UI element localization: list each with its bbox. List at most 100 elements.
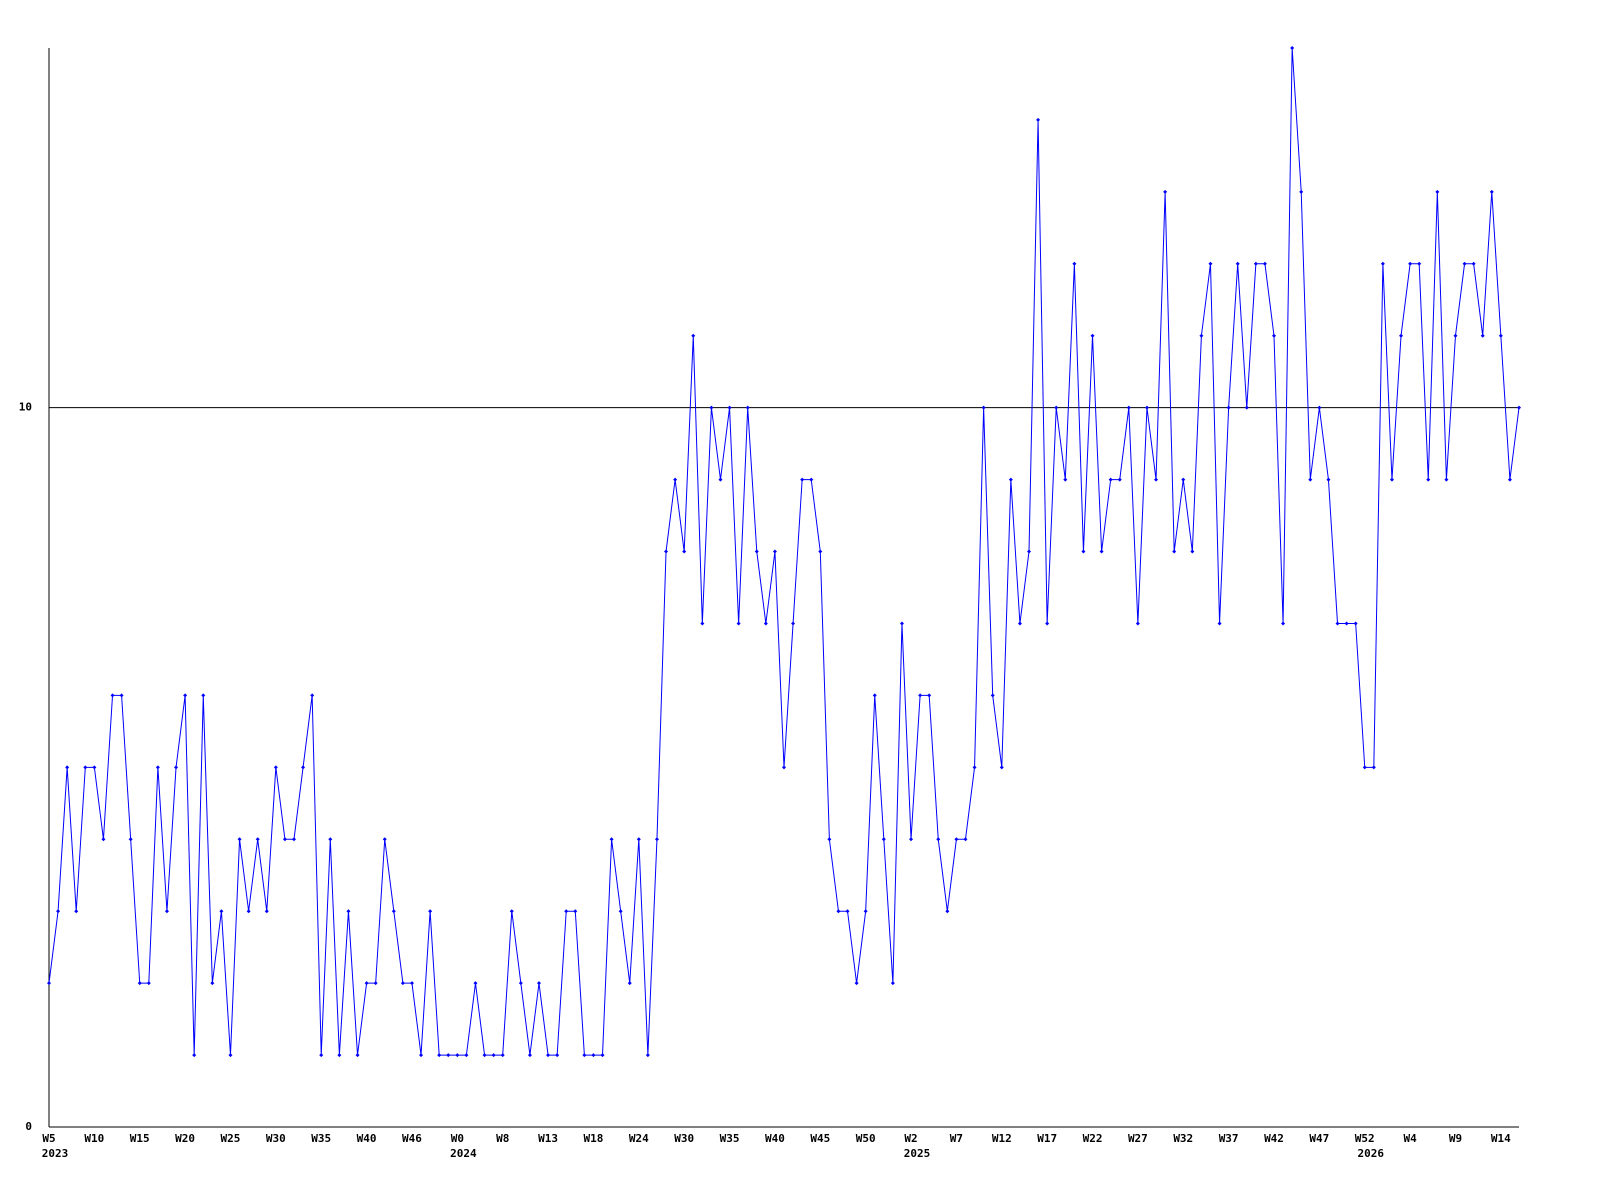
data-point (999, 765, 1004, 770)
x-tick-label: W0 (451, 1132, 464, 1145)
x-tick-label: W5 (42, 1132, 55, 1145)
data-point (1217, 621, 1222, 626)
data-point (355, 1053, 360, 1058)
x-tick-label: W35 (720, 1132, 740, 1145)
data-point (382, 837, 387, 842)
data-point (301, 765, 306, 770)
data-point (963, 837, 968, 842)
data-point (1099, 549, 1104, 554)
data-point (1399, 333, 1404, 338)
x-tick-label: W22 (1083, 1132, 1103, 1145)
data-point (364, 981, 369, 986)
data-point (709, 405, 714, 410)
data-point (981, 405, 986, 410)
data-point (745, 405, 750, 410)
data-point (1244, 405, 1249, 410)
data-point (1462, 261, 1467, 266)
data-point (691, 333, 696, 338)
data-point (201, 693, 206, 698)
data-point (936, 837, 941, 842)
x-tick-label: W17 (1037, 1132, 1057, 1145)
data-point (972, 765, 977, 770)
data-point (174, 765, 179, 770)
x-tick-label: W32 (1173, 1132, 1193, 1145)
x-tick-label: W13 (538, 1132, 558, 1145)
data-point (346, 909, 351, 914)
x-tick-label: W15 (130, 1132, 150, 1145)
data-point (1444, 477, 1449, 482)
data-point (1063, 477, 1068, 482)
x-tick-label: W7 (950, 1132, 963, 1145)
data-point (437, 1053, 442, 1058)
data-point (1036, 117, 1041, 122)
data-point (1235, 261, 1240, 266)
data-point (664, 549, 669, 554)
data-point (146, 981, 151, 986)
data-point (1353, 621, 1358, 626)
x-tick-label: W14 (1491, 1132, 1511, 1145)
x-tick-label: W27 (1128, 1132, 1148, 1145)
x-tick-label: W25 (221, 1132, 241, 1145)
data-point (1408, 261, 1413, 266)
data-point (537, 981, 541, 986)
data-point (83, 765, 88, 770)
data-point (1498, 333, 1503, 338)
data-point (1489, 189, 1494, 194)
data-point (128, 837, 133, 842)
data-point (328, 837, 333, 842)
data-point (419, 1053, 424, 1058)
data-point (1253, 261, 1258, 266)
data-point (636, 837, 641, 842)
data-point (473, 981, 478, 986)
data-point (555, 1053, 560, 1058)
data-point (1517, 405, 1521, 410)
data-point (1226, 405, 1231, 410)
x-tick-label: W37 (1219, 1132, 1239, 1145)
data-point (210, 981, 215, 986)
data-point (1181, 477, 1186, 482)
data-point (1126, 405, 1131, 410)
data-point (1154, 477, 1159, 482)
data-point (1317, 405, 1322, 410)
data-point (818, 549, 823, 554)
x-tick-label: W35 (311, 1132, 331, 1145)
data-point (546, 1053, 551, 1058)
data-point (192, 1053, 197, 1058)
data-point (428, 909, 433, 914)
data-point (1290, 46, 1295, 50)
series-line (48, 47, 1520, 1056)
data-point (292, 837, 296, 842)
data-point (1272, 333, 1276, 338)
data-point (1453, 333, 1458, 338)
data-point (282, 837, 287, 842)
data-point (863, 909, 868, 914)
data-point (1108, 477, 1113, 482)
data-point (682, 549, 687, 554)
x-tick-label: W24 (629, 1132, 649, 1145)
data-point (727, 405, 732, 410)
data-point (1135, 621, 1140, 626)
x-tick-label: W30 (266, 1132, 286, 1145)
data-point (573, 909, 578, 914)
data-point (446, 1053, 451, 1058)
data-point (500, 1053, 505, 1058)
data-point (1208, 261, 1213, 266)
data-point (1362, 765, 1367, 770)
data-point (1380, 261, 1385, 266)
data-point (1299, 189, 1304, 194)
data-point (1045, 621, 1050, 626)
data-point (1426, 477, 1431, 482)
data-point (918, 693, 923, 698)
data-point (1017, 621, 1022, 626)
x-tick-label: W40 (765, 1132, 785, 1145)
data-point (800, 477, 805, 482)
x-tick-label: W52 (1355, 1132, 1375, 1145)
data-point (763, 621, 768, 626)
data-point (1199, 333, 1204, 338)
x-tick-label: W10 (84, 1132, 104, 1145)
data-point (791, 621, 796, 626)
year-label: 2024 (450, 1147, 477, 1160)
x-tick-label: W20 (175, 1132, 195, 1145)
data-point (110, 693, 115, 698)
